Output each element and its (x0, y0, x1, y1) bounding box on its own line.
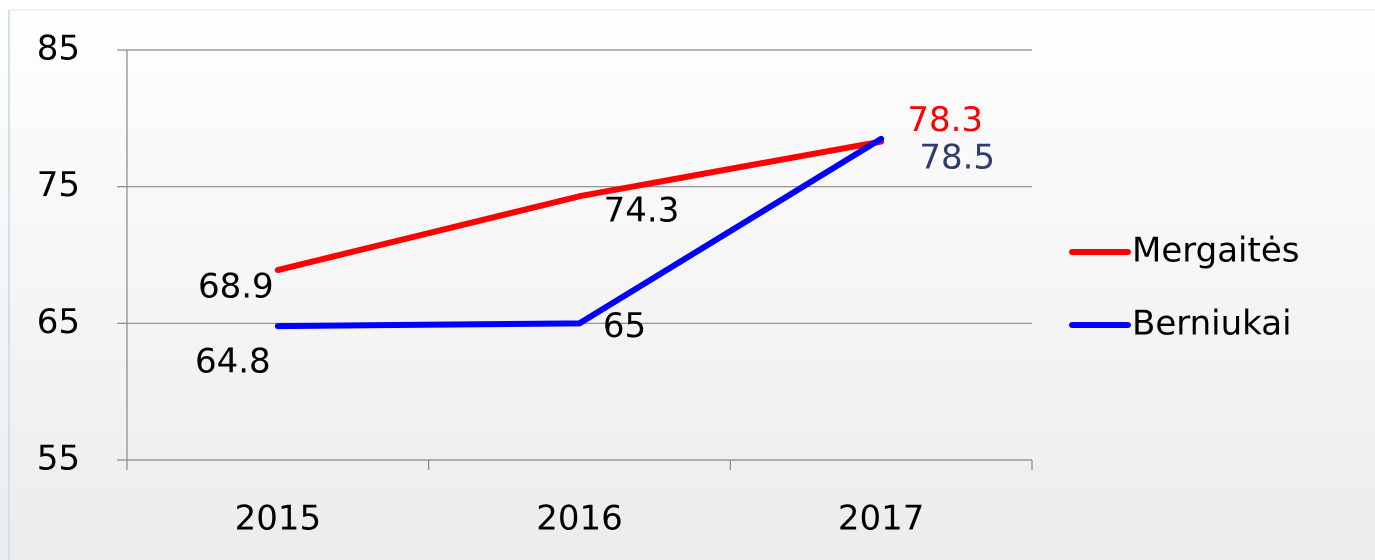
series-line (274, 138, 885, 274)
data-label: 65 (603, 306, 646, 346)
data-label: 74.3 (604, 191, 680, 231)
data-label: 78.5 (919, 137, 995, 177)
data-label: 78.3 (907, 100, 983, 140)
y-tick-label: 75 (37, 165, 80, 205)
x-tick-label: 2015 (235, 499, 322, 539)
series-line (274, 135, 885, 330)
y-tick-label: 55 (37, 439, 80, 479)
x-tick-label: 2017 (838, 499, 925, 539)
y-tick-label: 85 (37, 29, 80, 69)
legend-label: Berniukai (1132, 304, 1292, 344)
data-label: 64.8 (195, 342, 271, 382)
legend-label: Mergaitės (1132, 231, 1299, 271)
data-label: 68.9 (198, 267, 274, 307)
y-tick-label: 65 (37, 302, 80, 342)
x-tick-label: 2016 (536, 499, 623, 539)
